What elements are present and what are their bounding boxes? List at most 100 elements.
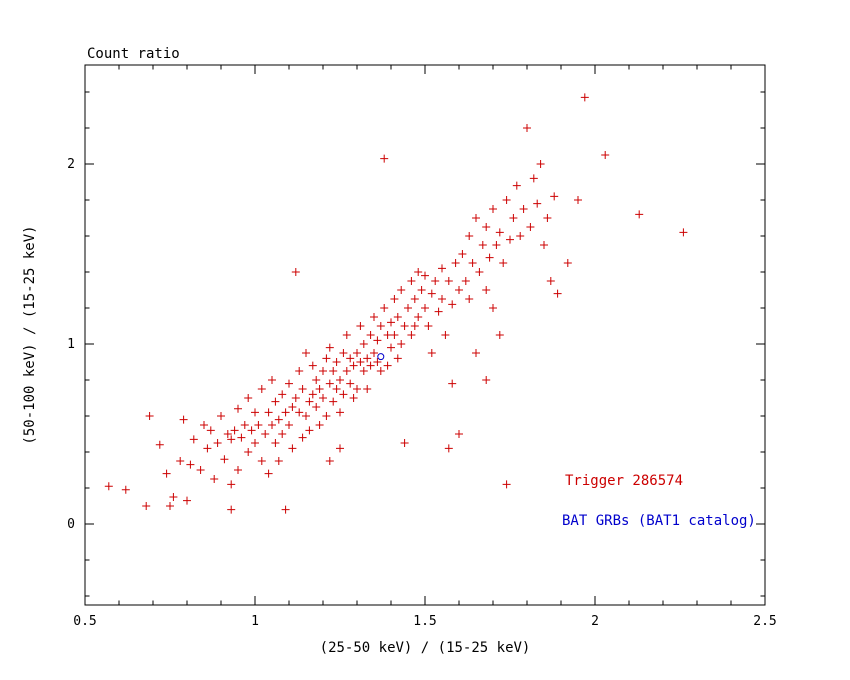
data-point-plus <box>421 271 429 280</box>
data-point-plus <box>387 318 395 327</box>
data-point-plus <box>353 349 361 357</box>
data-point-plus <box>104 482 113 491</box>
data-point-plus <box>393 354 402 363</box>
data-point-plus <box>427 349 436 357</box>
data-point-plus <box>373 336 382 345</box>
data-point-plus <box>502 196 511 204</box>
data-point-plus <box>244 448 253 456</box>
data-point-plus <box>315 385 324 393</box>
data-point-plus <box>553 289 562 298</box>
data-point-plus <box>387 343 395 352</box>
data-point-plus <box>444 444 453 453</box>
x-axis-label: (25-50 keV) / (15-25 keV) <box>319 640 531 656</box>
data-point-plus <box>121 485 130 494</box>
data-point-plus <box>332 358 341 366</box>
data-point-plus <box>516 232 525 240</box>
data-point-plus <box>142 502 151 510</box>
data-point-plus <box>448 300 457 309</box>
data-point-plus <box>251 408 259 417</box>
data-point-plus <box>319 367 327 375</box>
data-point-plus <box>397 340 406 348</box>
data-point-plus <box>227 435 236 444</box>
data-point-plus <box>268 376 276 384</box>
data-point-plus <box>210 475 219 483</box>
chart-title: Count ratio <box>87 46 180 62</box>
data-point-plus <box>346 379 355 388</box>
data-point-plus <box>200 421 208 429</box>
data-point-plus <box>407 277 416 285</box>
data-point-plus <box>489 304 497 312</box>
data-point-plus <box>339 349 348 357</box>
data-point-plus <box>482 223 491 231</box>
data-point-plus <box>213 439 222 447</box>
data-point-plus <box>339 390 348 399</box>
data-point-plus <box>404 304 412 312</box>
data-point-plus <box>291 394 300 402</box>
data-point-plus <box>370 313 378 321</box>
data-point-plus <box>543 214 552 222</box>
data-point-plus <box>329 367 338 375</box>
data-point-plus <box>495 331 504 339</box>
data-point-plus <box>400 439 409 447</box>
x-tick-label: 1.5 <box>413 614 436 629</box>
data-point-plus <box>465 295 474 303</box>
data-point-plus <box>234 404 242 413</box>
data-point-plus <box>285 421 293 429</box>
data-point-plus <box>189 435 198 444</box>
data-point-plus <box>434 307 443 316</box>
data-point-plus <box>336 376 344 384</box>
y-axis-label: (50-100 keV) / (15-25 keV) <box>22 225 38 445</box>
data-point-plus <box>169 493 178 501</box>
data-point-plus <box>305 426 314 435</box>
data-point-plus <box>274 457 283 465</box>
data-point-plus <box>679 228 688 237</box>
data-point-plus <box>417 286 426 294</box>
data-point-plus <box>421 304 429 312</box>
data-point-plus <box>451 259 460 267</box>
data-point-plus <box>336 444 344 453</box>
data-point-plus <box>359 367 368 375</box>
data-point-plus <box>336 408 344 417</box>
x-tick-label: 2.5 <box>753 614 776 629</box>
data-point-plus <box>563 259 572 267</box>
data-point-plus <box>472 349 480 357</box>
data-point-plus <box>380 154 389 163</box>
data-point-plus <box>288 444 297 453</box>
data-point-plus <box>166 502 174 510</box>
data-point-plus <box>366 331 375 339</box>
data-point-plus <box>478 241 487 249</box>
data-point-plus <box>366 361 375 370</box>
data-point-plus <box>359 340 368 348</box>
data-point-plus <box>376 367 385 375</box>
data-point-plus <box>373 358 382 366</box>
data-point-plus <box>424 322 433 330</box>
data-point-plus <box>506 235 514 244</box>
data-point-plus <box>383 361 392 370</box>
data-point-plus <box>455 430 463 438</box>
data-point-plus <box>274 415 283 424</box>
data-point-plus <box>468 259 477 267</box>
data-point-plus <box>356 322 365 330</box>
data-point-plus <box>244 394 253 402</box>
data-point-plus <box>441 331 450 339</box>
data-point-plus <box>349 394 358 402</box>
data-point-plus <box>519 205 528 213</box>
y-tick-label: 1 <box>67 337 75 352</box>
data-point-plus <box>322 412 331 420</box>
data-point-plus <box>298 385 307 393</box>
data-point-circle <box>377 353 385 361</box>
data-point-plus <box>414 313 423 321</box>
data-point-plus <box>346 354 355 363</box>
data-point-plus <box>271 439 280 447</box>
data-point-plus <box>363 385 372 393</box>
x-tick-label: 2 <box>591 614 599 629</box>
data-point-plus <box>472 214 480 222</box>
data-point-plus <box>353 385 361 393</box>
data-point-plus <box>465 232 474 240</box>
data-point-plus <box>234 466 242 474</box>
data-point-plus <box>196 466 205 474</box>
data-point-plus <box>529 174 538 183</box>
data-point-plus <box>601 151 610 159</box>
data-point-plus <box>431 277 440 285</box>
data-point-plus <box>329 397 338 406</box>
